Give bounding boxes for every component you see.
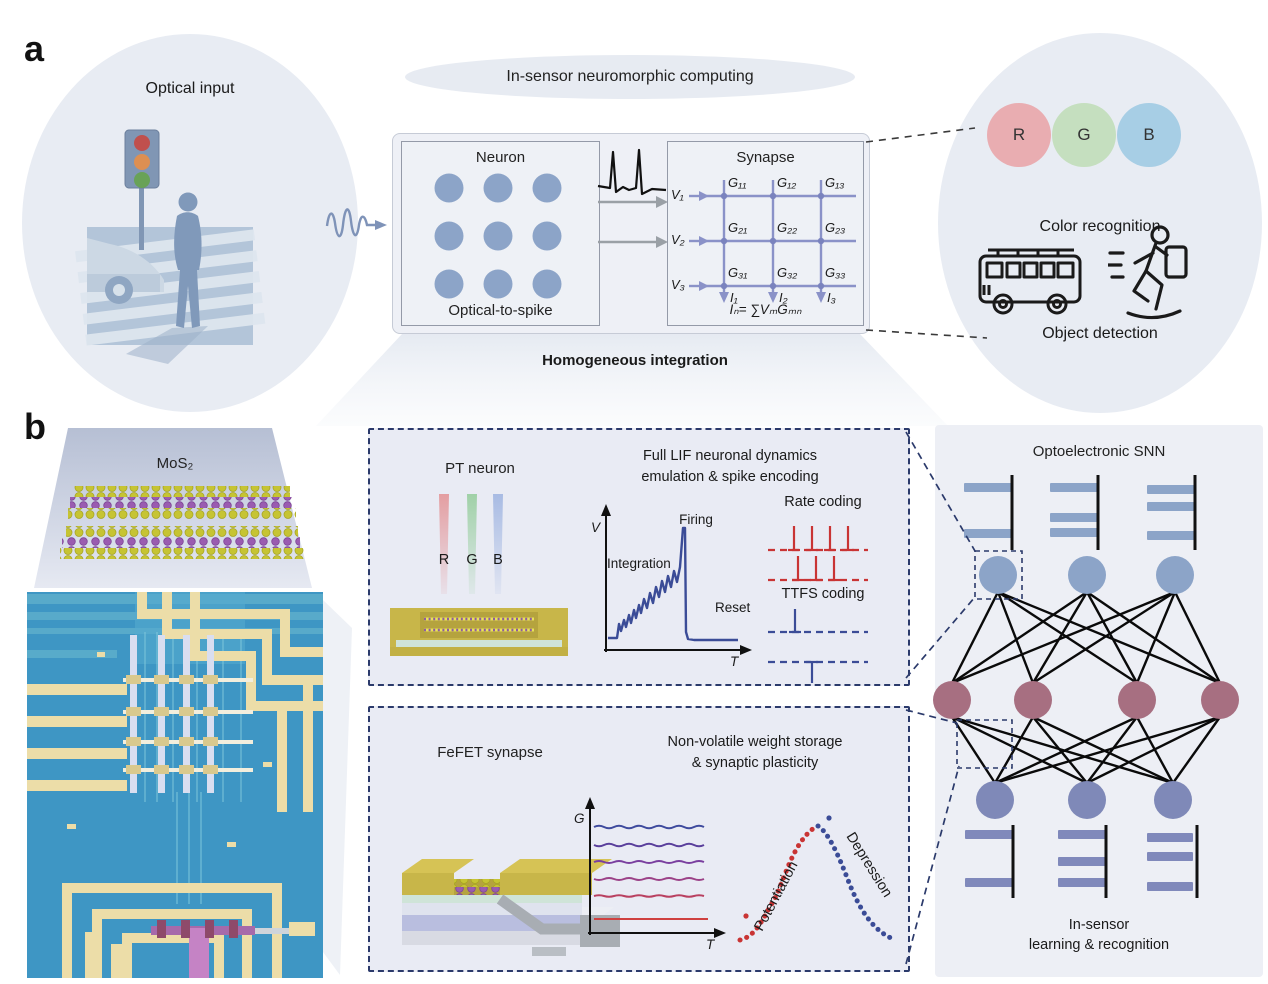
- i3-label: I₃: [827, 290, 836, 305]
- lif-y-axis-label: V: [591, 520, 602, 535]
- g31-label: G₃₁: [728, 265, 748, 280]
- snn-caption-line2: learning & recognition: [1028, 937, 1170, 953]
- lif-reset-label: Reset: [715, 600, 751, 615]
- page-fold-shade: [323, 600, 352, 975]
- pt-heading-line1: Full LIF neuronal dynamics: [642, 448, 818, 464]
- g22-label: G₂₂: [777, 220, 798, 235]
- synapse-callout-square: [956, 719, 1013, 769]
- panel-b-label: b: [24, 406, 46, 447]
- weight-states-plot: G T: [574, 797, 726, 952]
- potentiation-label: Potentiation: [751, 859, 801, 934]
- i2-label: I₂: [779, 290, 788, 305]
- r-letter: R: [1012, 125, 1026, 144]
- lif-dynamics-plot: V T Integration Firing Reset: [591, 504, 752, 668]
- running-person-icon: [1108, 225, 1188, 320]
- crosswalk-pedestrian-icon: [75, 129, 266, 364]
- neuron-array: [434, 173, 562, 299]
- bus-icon: [978, 248, 1082, 315]
- v1-label: V₁: [671, 187, 684, 202]
- snn-title: Optoelectronic SNN: [1032, 443, 1166, 460]
- neuron-box: Neuron Optical-to-spike: [401, 141, 600, 326]
- device-micrograph: [27, 592, 323, 978]
- banner-ellipse: In-sensor neuromorphic computing: [405, 55, 855, 99]
- spike-coding-traces: [768, 526, 868, 683]
- crossbar-formula: Iₙ= ∑VₘGₘₙ: [729, 302, 802, 317]
- ttfs-coding-label: TTFS coding: [781, 586, 865, 602]
- color-recognition-label: Color recognition: [1039, 218, 1161, 235]
- pt-neuron-title: PT neuron: [445, 460, 515, 477]
- beam-g-label: G: [466, 552, 478, 568]
- spike-waveform-icon: [597, 148, 667, 196]
- projection-beam: [316, 334, 948, 426]
- synapse-title: Synapse: [736, 149, 795, 166]
- b-letter: B: [1143, 125, 1155, 144]
- pt-neuron-heading: Full LIF neuronal dynamics emulation & s…: [605, 446, 855, 488]
- beam-b-label: B: [493, 552, 503, 568]
- signal-arrows: [598, 196, 668, 248]
- object-detection-label: Object detection: [1042, 325, 1158, 342]
- optical-input-ellipse: Optical input: [22, 34, 358, 412]
- beam-r-label: R: [438, 552, 450, 568]
- snn-network: [933, 475, 1239, 898]
- neuron-title: Neuron: [475, 149, 526, 166]
- g13-label: G₁₃: [825, 175, 845, 190]
- snn-panel: Optoelectronic SNN: [933, 425, 1263, 977]
- g-axis-label: G: [574, 811, 585, 826]
- neuron-callout-square: [974, 550, 1023, 600]
- homogeneous-integration-label: Homogeneous integration: [542, 352, 728, 369]
- snn-caption: In-sensor learning & recognition: [935, 915, 1263, 955]
- t-axis-label: T: [706, 937, 716, 952]
- fefet-device-3d: [402, 859, 620, 956]
- g11-label: G₁₁: [728, 175, 747, 190]
- synapse-box: Synapse V₁ V₂ V₃ G₁₁ G₁₂ G₁₃ G₂₁ G₂₂ G₂₃…: [667, 141, 864, 326]
- g23-label: G₂₃: [825, 220, 846, 235]
- fefet-heading-line1: Non-volatile weight storage: [667, 734, 843, 750]
- light-pulse-arrow-icon: [325, 208, 387, 238]
- r-channel-circle: R: [987, 103, 1051, 167]
- crossbar-array: [689, 180, 856, 303]
- optical-input-title: Optical input: [145, 80, 235, 97]
- g33-label: G₃₃: [825, 265, 846, 280]
- banner-text: In-sensor neuromorphic computing: [506, 68, 754, 85]
- outputs-ellipse: R G B Color recognition Object detection: [938, 33, 1262, 413]
- rgb-light-beams: [439, 494, 503, 594]
- fefet-title: FeFET synapse: [437, 744, 543, 761]
- potentiation-depression-plot: Potentiation Depression: [737, 815, 899, 943]
- mos2-label: MoS₂: [156, 455, 194, 472]
- neuron-subtitle: Optical-to-spike: [448, 302, 553, 319]
- pt-heading-line2: emulation & spike encoding: [641, 469, 819, 485]
- b-channel-circle: B: [1117, 103, 1181, 167]
- panel-a-label: a: [24, 28, 45, 69]
- pt-neuron-box: PT neuron R G B Full LIF neuronal dynami…: [368, 428, 910, 686]
- v3-label: V₃: [671, 277, 685, 292]
- fefet-synapse-box: FeFET synapse Non-volatile weight storag…: [368, 706, 910, 972]
- lif-firing-label: Firing: [679, 512, 713, 527]
- pt-device-cross-section: [390, 608, 568, 656]
- lif-integration-label: Integration: [607, 556, 671, 571]
- i1-label: I₁: [730, 290, 738, 305]
- fefet-heading: Non-volatile weight storage & synaptic p…: [625, 732, 885, 774]
- fefet-heading-line2: & synaptic plasticity: [691, 755, 819, 771]
- g-letter: G: [1077, 125, 1091, 144]
- rate-coding-label: Rate coding: [784, 494, 862, 510]
- snn-caption-line1: In-sensor: [1068, 917, 1130, 933]
- mos2-crystal: [34, 428, 312, 588]
- g32-label: G₃₂: [777, 265, 798, 280]
- v2-label: V₂: [671, 232, 685, 247]
- g21-label: G₂₁: [728, 220, 748, 235]
- g12-label: G₁₂: [777, 175, 797, 190]
- g-channel-circle: G: [1052, 103, 1116, 167]
- lif-x-axis-label: T: [730, 654, 740, 668]
